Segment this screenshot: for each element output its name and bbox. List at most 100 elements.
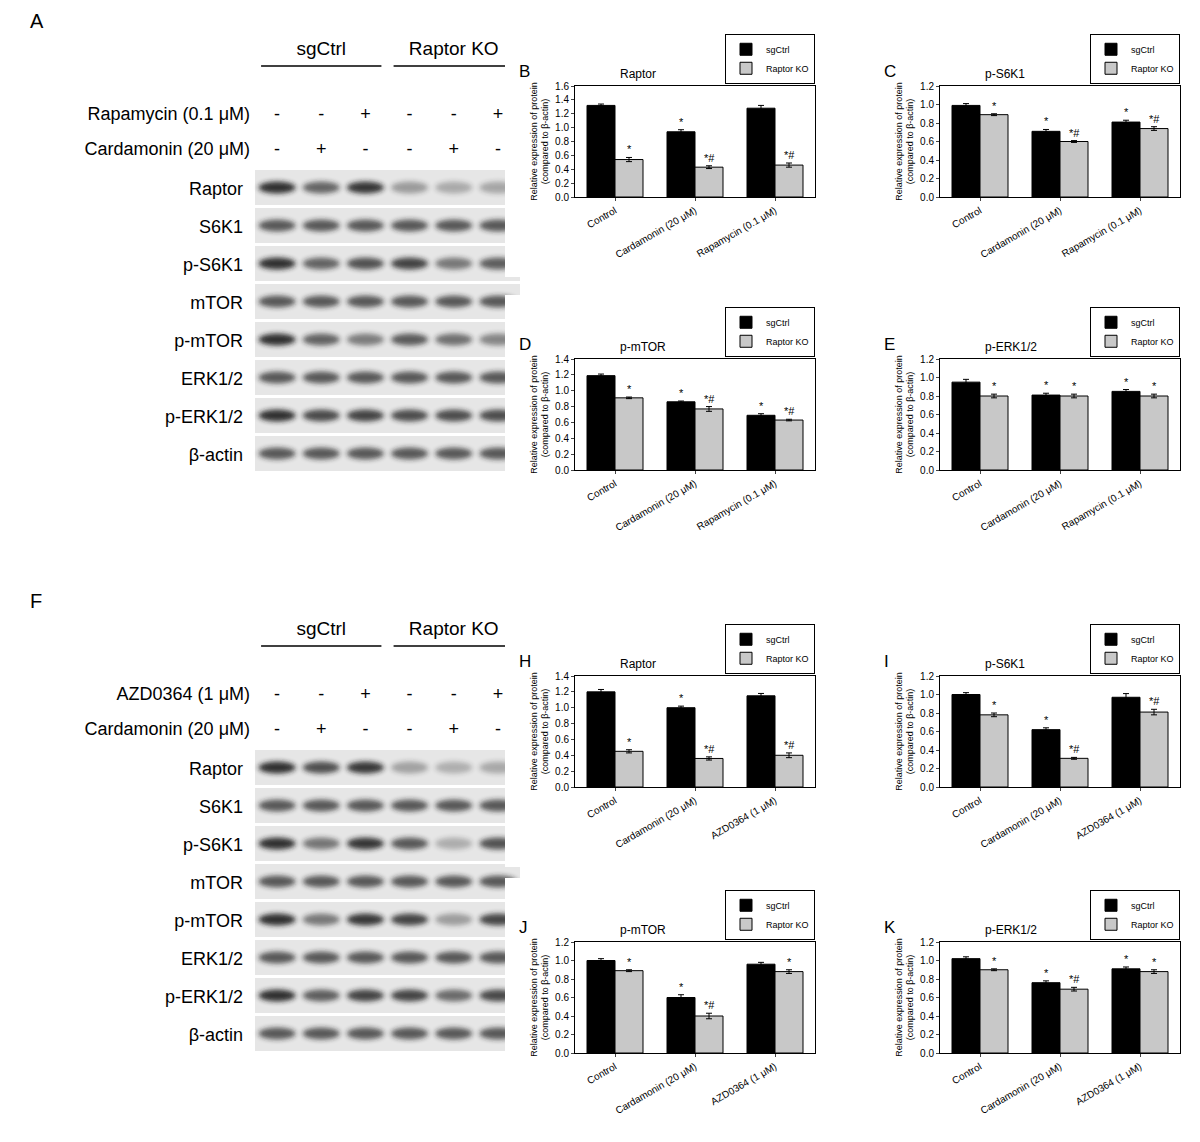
svg-text:1.4: 1.4 [555, 94, 569, 105]
svg-text:0.6: 0.6 [555, 992, 569, 1003]
svg-text:Relative expression of protein: Relative expression of protein(compared … [894, 355, 916, 474]
svg-text:Cardamonin (20 μM): Cardamonin (20 μM) [613, 478, 698, 533]
svg-text:AZD0364 (1 μM): AZD0364 (1 μM) [117, 684, 250, 704]
svg-text:*#: *# [704, 743, 715, 755]
svg-text:-: - [451, 104, 457, 124]
svg-text:sgCtrl: sgCtrl [1131, 45, 1155, 55]
svg-text:0.8: 0.8 [555, 974, 569, 985]
svg-text:sgCtrl: sgCtrl [1131, 318, 1155, 328]
svg-text:0.0: 0.0 [555, 465, 569, 476]
svg-text:0.2: 0.2 [555, 766, 569, 777]
svg-text:*: * [1124, 376, 1129, 388]
svg-text:Control: Control [950, 795, 983, 821]
svg-text:Control: Control [950, 478, 983, 504]
svg-text:sgCtrl: sgCtrl [766, 635, 790, 645]
svg-text:0.4: 0.4 [555, 750, 569, 761]
svg-text:sgCtrl: sgCtrl [766, 318, 790, 328]
svg-text:ERK1/2: ERK1/2 [181, 369, 243, 389]
svg-text:-: - [407, 104, 413, 124]
svg-text:sgCtrl: sgCtrl [1131, 901, 1155, 911]
svg-text:Raptor: Raptor [620, 67, 656, 81]
svg-text:1.0: 1.0 [555, 955, 569, 966]
svg-text:*#: *# [704, 152, 715, 164]
svg-text:*: * [1152, 956, 1157, 968]
svg-text:1.2: 1.2 [555, 108, 569, 119]
svg-text:1.2: 1.2 [920, 354, 934, 365]
svg-text:1.0: 1.0 [920, 955, 934, 966]
svg-text:*: * [992, 699, 997, 711]
svg-text:p-S6K1: p-S6K1 [183, 835, 243, 855]
svg-text:*#: *# [1149, 695, 1160, 707]
svg-text:Cardamonin (20 μM): Cardamonin (20 μM) [613, 1061, 698, 1116]
svg-text:*: * [992, 955, 997, 967]
svg-text:p-ERK1/2: p-ERK1/2 [985, 340, 1037, 354]
svg-text:-: - [495, 719, 501, 739]
svg-text:*#: *# [704, 393, 715, 405]
svg-text:Rapamycin (0.1 μM): Rapamycin (0.1 μM) [1060, 478, 1144, 533]
svg-text:*: * [627, 383, 632, 395]
svg-text:K: K [884, 918, 896, 937]
svg-text:0.2: 0.2 [920, 763, 934, 774]
svg-text:Relative expression of protein: Relative expression of protein(compared … [529, 672, 551, 791]
svg-text:0.0: 0.0 [920, 782, 934, 793]
svg-text:p-ERK1/2: p-ERK1/2 [165, 987, 243, 1007]
svg-text:Cardamonin (20 μM): Cardamonin (20 μM) [613, 205, 698, 260]
svg-text:Cardamonin (20 μM): Cardamonin (20 μM) [978, 795, 1063, 850]
svg-text:*#: *# [784, 739, 795, 751]
svg-text:Cardamonin (20 μM): Cardamonin (20 μM) [978, 1061, 1063, 1116]
svg-text:J: J [519, 918, 528, 937]
svg-text:Cardamonin (20 μM): Cardamonin (20 μM) [613, 795, 698, 850]
svg-text:1.2: 1.2 [920, 671, 934, 682]
svg-text:*: * [679, 116, 684, 128]
svg-text:Control: Control [950, 1061, 983, 1087]
svg-text:Cardamonin (20 μM): Cardamonin (20 μM) [978, 205, 1063, 260]
svg-text:+: + [360, 104, 371, 124]
svg-text:*#: *# [704, 999, 715, 1011]
svg-text:0.8: 0.8 [555, 401, 569, 412]
svg-text:sgCtrl: sgCtrl [766, 901, 790, 911]
svg-text:AZD0364 (1 μM): AZD0364 (1 μM) [709, 795, 779, 842]
svg-text:-: - [407, 139, 413, 159]
svg-text:*#: *# [784, 405, 795, 417]
svg-text:0.4: 0.4 [555, 433, 569, 444]
svg-text:*: * [992, 100, 997, 112]
svg-text:Relative expression of protein: Relative expression of protein(compared … [894, 82, 916, 201]
svg-text:*#: *# [784, 149, 795, 161]
svg-text:*: * [1124, 106, 1129, 118]
svg-text:+: + [493, 104, 504, 124]
svg-text:Rapamycin (0.1 μM): Rapamycin (0.1 μM) [695, 205, 779, 260]
svg-text:AZD0364 (1 μM): AZD0364 (1 μM) [1074, 795, 1144, 842]
svg-text:mTOR: mTOR [190, 293, 243, 313]
svg-text:0.6: 0.6 [555, 734, 569, 745]
svg-text:1.2: 1.2 [920, 81, 934, 92]
svg-text:p-ERK1/2: p-ERK1/2 [985, 923, 1037, 937]
svg-text:0.2: 0.2 [920, 1029, 934, 1040]
svg-text:Raptor KO: Raptor KO [1131, 337, 1174, 347]
svg-text:H: H [519, 652, 531, 671]
svg-text:Relative expression of protein: Relative expression of protein(compared … [529, 355, 551, 474]
svg-text:0.8: 0.8 [555, 718, 569, 729]
svg-text:*#: *# [1149, 113, 1160, 125]
svg-text:*: * [1152, 380, 1157, 392]
svg-text:1.2: 1.2 [555, 369, 569, 380]
svg-text:sgCtrl: sgCtrl [1131, 635, 1155, 645]
svg-text:0.0: 0.0 [555, 782, 569, 793]
svg-text:I: I [884, 652, 889, 671]
svg-text:*: * [679, 981, 684, 993]
svg-text:+: + [360, 684, 371, 704]
svg-text:0.6: 0.6 [920, 409, 934, 420]
svg-text:Rapamycin (0.1 μM): Rapamycin (0.1 μM) [1060, 205, 1144, 260]
svg-text:Raptor KO: Raptor KO [766, 337, 809, 347]
svg-text:p-S6K1: p-S6K1 [985, 67, 1025, 81]
svg-text:B: B [519, 62, 530, 81]
svg-text:Raptor KO: Raptor KO [409, 38, 499, 59]
svg-text:*: * [627, 736, 632, 748]
svg-text:β-actin: β-actin [189, 445, 243, 465]
svg-text:Raptor KO: Raptor KO [409, 618, 499, 639]
svg-text:+: + [493, 684, 504, 704]
svg-text:Raptor KO: Raptor KO [766, 654, 809, 664]
svg-text:S6K1: S6K1 [199, 797, 243, 817]
svg-text:0.8: 0.8 [920, 391, 934, 402]
svg-text:Raptor KO: Raptor KO [766, 920, 809, 930]
svg-text:*: * [1044, 379, 1049, 391]
